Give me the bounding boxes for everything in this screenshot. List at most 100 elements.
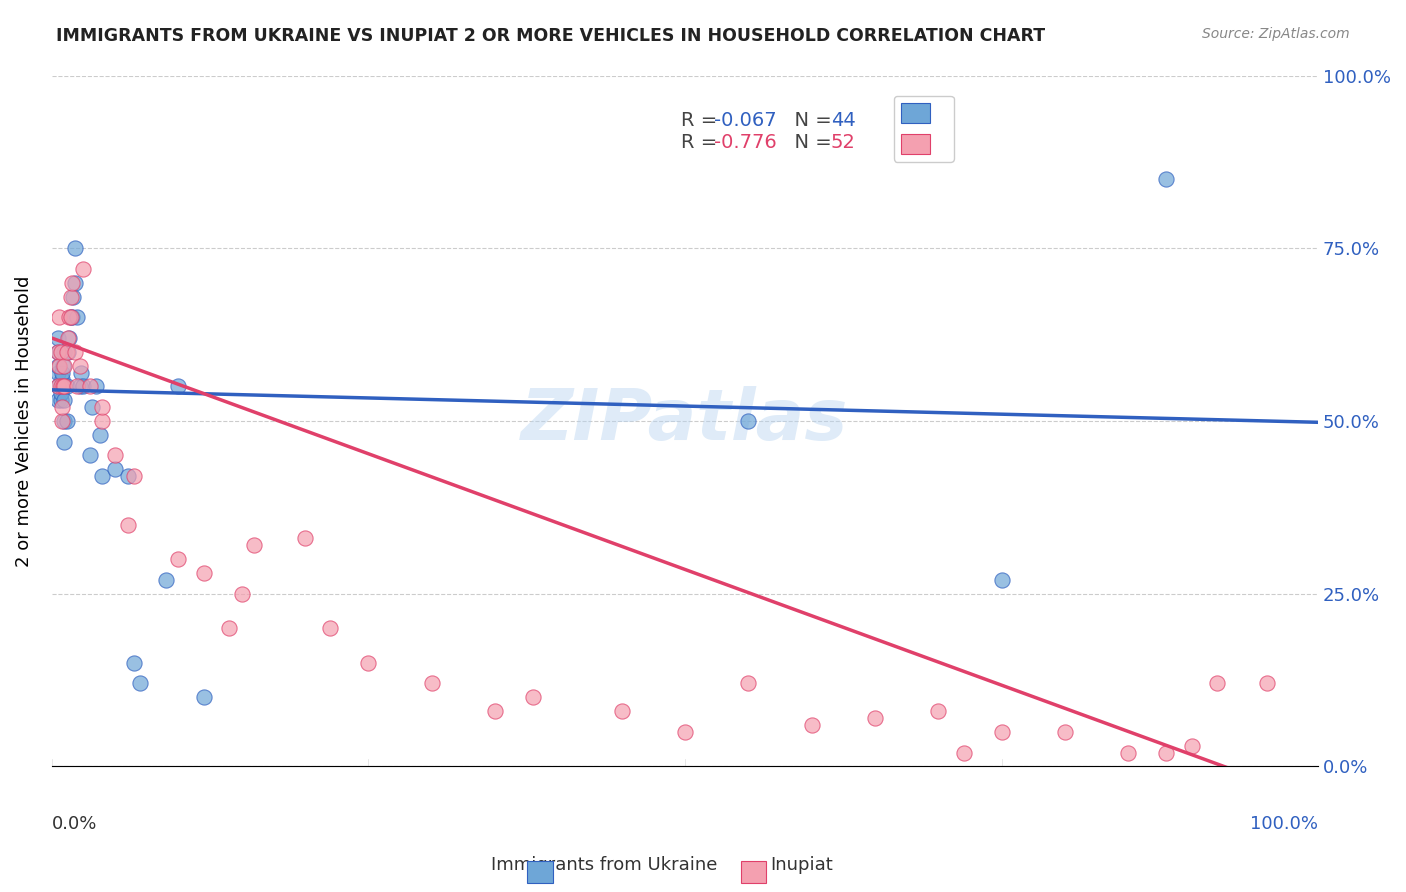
Point [1205, 676, 1227, 690]
Point [231, 586, 253, 600]
Text: -0.067: -0.067 [714, 111, 776, 130]
Legend: , : , [894, 95, 953, 162]
Point [193, 566, 215, 580]
Point [51, 379, 73, 393]
Point [522, 690, 544, 705]
Point [56, 344, 79, 359]
Point [357, 656, 380, 670]
Point [58, 331, 80, 345]
Point [927, 704, 949, 718]
Point [319, 621, 342, 635]
Point [70, 366, 93, 380]
Point [53, 434, 76, 449]
Point [79, 379, 101, 393]
Text: 44: 44 [831, 111, 855, 130]
Point [52, 359, 75, 373]
Point [52, 379, 75, 393]
Text: 0.0%: 0.0% [52, 814, 97, 832]
Point [69, 359, 91, 373]
Point [60, 310, 83, 325]
Point [69, 379, 91, 393]
Text: R =: R = [681, 111, 724, 130]
Text: Immigrants from Ukraine: Immigrants from Ukraine [491, 856, 718, 874]
Text: N =: N = [783, 111, 838, 130]
Text: 100.0%: 100.0% [1250, 814, 1319, 832]
Point [243, 538, 266, 552]
Point [82, 400, 104, 414]
Point [863, 711, 886, 725]
Point [46, 331, 69, 345]
Point [129, 676, 152, 690]
Point [294, 532, 316, 546]
Point [72, 379, 94, 393]
Point [800, 718, 823, 732]
Text: Source: ZipAtlas.com: Source: ZipAtlas.com [1202, 27, 1350, 41]
Point [673, 724, 696, 739]
Point [56, 414, 79, 428]
Point [59, 310, 82, 325]
Point [46, 344, 69, 359]
Y-axis label: 2 or more Vehicles in Household: 2 or more Vehicles in Household [15, 276, 32, 566]
Point [46, 344, 69, 359]
Point [46, 359, 69, 373]
Point [49, 344, 72, 359]
Point [63, 276, 86, 290]
Point [117, 469, 139, 483]
Point [53, 344, 76, 359]
Point [91, 414, 114, 428]
Point [737, 414, 759, 428]
Point [193, 690, 215, 705]
Point [51, 414, 73, 428]
Point [990, 724, 1012, 739]
Text: R =: R = [681, 133, 724, 152]
Point [122, 469, 145, 483]
Point [218, 621, 240, 635]
Point [66, 310, 89, 325]
Text: 52: 52 [831, 133, 855, 152]
Point [48, 310, 70, 325]
Point [72, 262, 94, 277]
Point [58, 310, 80, 325]
Point [737, 676, 759, 690]
Point [51, 400, 73, 414]
Point [58, 344, 80, 359]
Point [104, 449, 127, 463]
Point [58, 331, 80, 345]
Point [49, 379, 72, 393]
Point [51, 366, 73, 380]
Point [1154, 746, 1177, 760]
Point [79, 449, 101, 463]
Point [104, 462, 127, 476]
Point [46, 366, 69, 380]
Point [1180, 739, 1202, 753]
Point [60, 276, 83, 290]
Point [51, 372, 73, 386]
Point [56, 379, 79, 393]
Point [167, 552, 190, 566]
Text: IMMIGRANTS FROM UKRAINE VS INUPIAT 2 OR MORE VEHICLES IN HOUSEHOLD CORRELATION C: IMMIGRANTS FROM UKRAINE VS INUPIAT 2 OR … [56, 27, 1046, 45]
Point [49, 386, 72, 401]
Point [155, 573, 177, 587]
Point [59, 310, 82, 325]
Point [167, 379, 190, 393]
Point [48, 359, 70, 373]
Point [46, 379, 69, 393]
Text: Inupiat: Inupiat [770, 856, 832, 874]
Text: N =: N = [783, 133, 838, 152]
Point [66, 379, 89, 393]
Point [420, 676, 443, 690]
Point [62, 289, 84, 303]
Text: -0.776: -0.776 [714, 133, 778, 152]
Point [63, 241, 86, 255]
Point [53, 379, 76, 393]
Point [46, 393, 69, 408]
Point [91, 469, 114, 483]
Point [46, 379, 69, 393]
Point [610, 704, 633, 718]
Point [122, 656, 145, 670]
Point [952, 746, 974, 760]
Point [89, 427, 111, 442]
Point [1154, 172, 1177, 186]
Point [1053, 724, 1076, 739]
Point [91, 400, 114, 414]
